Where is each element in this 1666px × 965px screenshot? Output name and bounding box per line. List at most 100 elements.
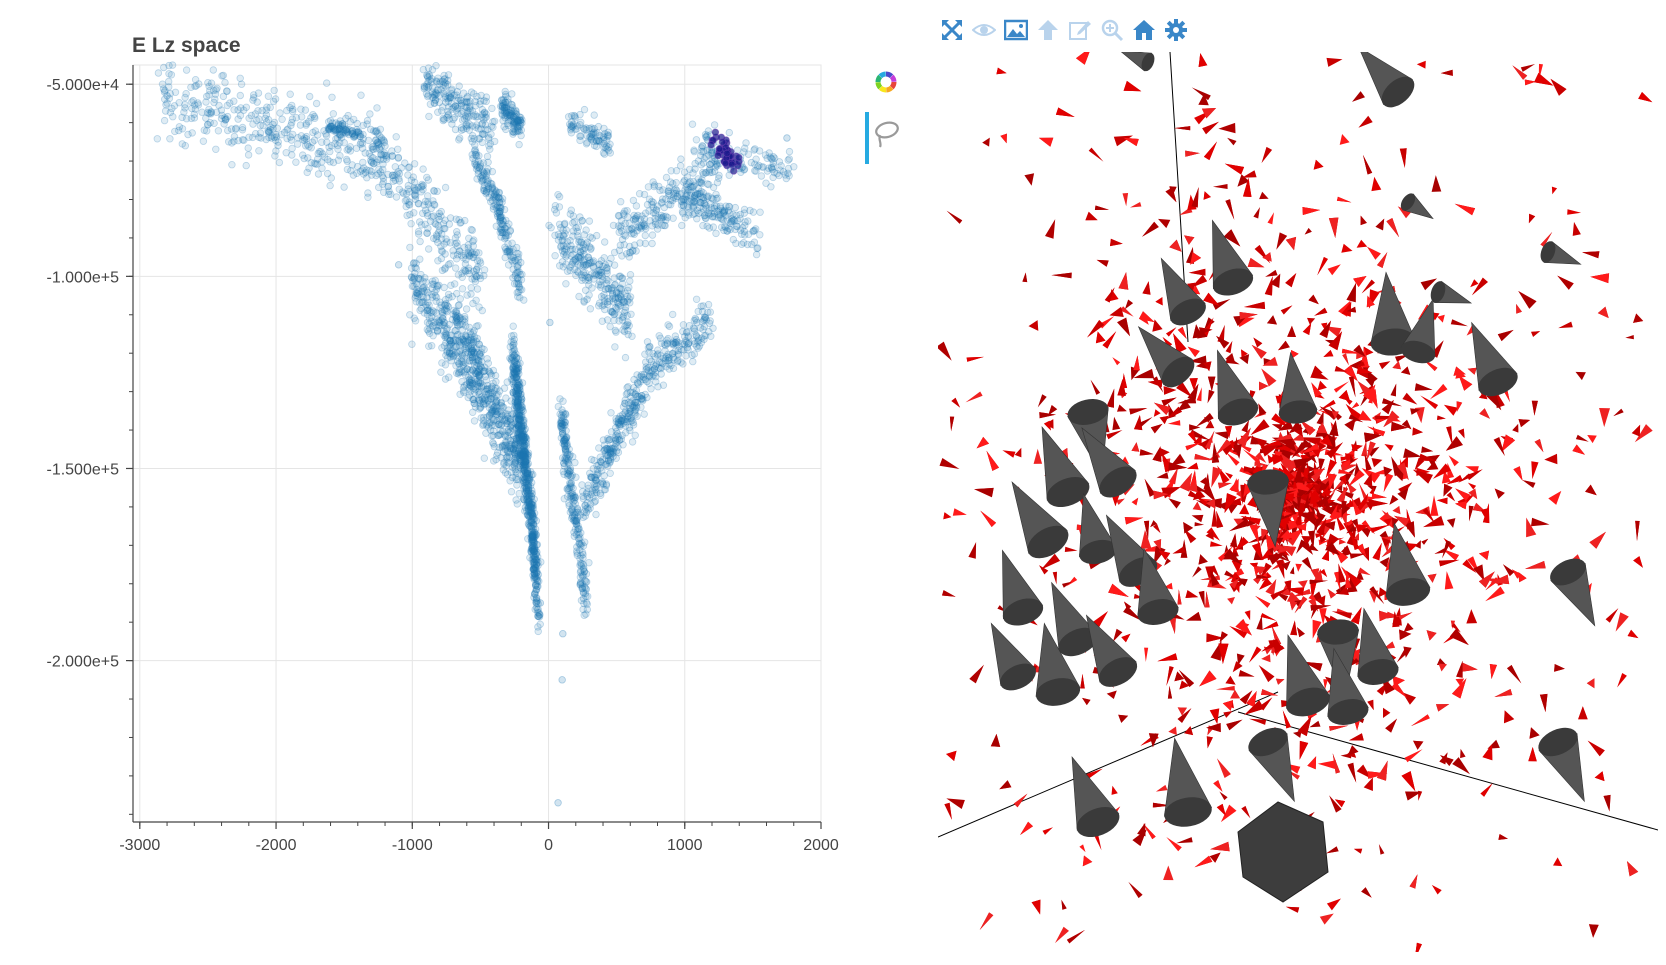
scatter-point bbox=[503, 418, 510, 425]
scatter-point bbox=[559, 248, 566, 255]
scatter-point bbox=[327, 182, 334, 189]
scatter-point bbox=[487, 141, 494, 148]
zoom-in-icon[interactable] bbox=[1098, 16, 1126, 44]
scatter-point bbox=[601, 254, 608, 261]
3d-quiver-canvas[interactable] bbox=[938, 52, 1658, 952]
scatter-point bbox=[553, 210, 560, 217]
scatter-point bbox=[449, 86, 456, 93]
scatter-point bbox=[552, 252, 559, 259]
scatter-point bbox=[602, 262, 609, 269]
scatter-point bbox=[454, 232, 461, 239]
scatter-point bbox=[437, 227, 444, 234]
scatter-point bbox=[596, 462, 603, 469]
bokeh-logo-icon[interactable] bbox=[868, 64, 904, 100]
scatter-point bbox=[690, 358, 697, 365]
selected-point bbox=[730, 168, 737, 175]
scatter-point bbox=[418, 184, 425, 191]
scatter-point bbox=[497, 217, 504, 224]
scatter-point bbox=[652, 215, 659, 222]
scatter-point bbox=[613, 428, 620, 435]
eye-icon[interactable] bbox=[970, 16, 998, 44]
scatter-point bbox=[436, 99, 443, 106]
y-tick-label: -2.000e+5 bbox=[46, 654, 119, 671]
scatter-point bbox=[341, 184, 348, 191]
scatter-point bbox=[637, 240, 644, 247]
scatter-point bbox=[404, 212, 411, 219]
scatter-point bbox=[522, 456, 529, 463]
scatter-point bbox=[483, 430, 490, 437]
scatter-point bbox=[411, 161, 418, 168]
scatter-point bbox=[631, 376, 638, 383]
arrow-up-icon[interactable] bbox=[1034, 16, 1062, 44]
scatter-point bbox=[239, 124, 246, 131]
scatter-point bbox=[693, 317, 700, 324]
scatter-point bbox=[442, 362, 449, 369]
scatter-point bbox=[413, 260, 420, 267]
scatter-point bbox=[442, 376, 449, 383]
scatter-point bbox=[435, 109, 442, 116]
scatter-point bbox=[179, 114, 186, 121]
home-icon[interactable] bbox=[1130, 16, 1158, 44]
scatter-point bbox=[238, 81, 245, 88]
scatter-point bbox=[474, 176, 481, 183]
scatter-point bbox=[430, 332, 437, 339]
scatter-point bbox=[655, 383, 662, 390]
scatter-point bbox=[517, 381, 524, 388]
scatter-point bbox=[629, 248, 636, 255]
scatter-point bbox=[260, 122, 267, 129]
scatter-point bbox=[567, 267, 574, 274]
scatter-point bbox=[515, 423, 522, 430]
scatter-point bbox=[699, 148, 706, 155]
scatter-point bbox=[485, 177, 492, 184]
fullscreen-icon[interactable] bbox=[938, 16, 966, 44]
scatter-point bbox=[475, 358, 482, 365]
scatter-point bbox=[289, 145, 296, 152]
scatter-point bbox=[488, 409, 495, 416]
scatter-point bbox=[617, 302, 624, 309]
scatter-point bbox=[224, 102, 231, 109]
scatter-point bbox=[511, 336, 518, 343]
scatter-point bbox=[439, 315, 446, 322]
scatter-point bbox=[517, 294, 524, 301]
scatter-point bbox=[192, 76, 199, 83]
gear-icon[interactable] bbox=[1162, 16, 1190, 44]
lasso-select-icon[interactable] bbox=[868, 116, 904, 152]
scatter-point bbox=[231, 138, 238, 145]
scatter-point bbox=[480, 422, 487, 429]
scatter-point bbox=[351, 132, 358, 139]
scatter-point bbox=[641, 222, 648, 229]
scatter-point bbox=[577, 244, 584, 251]
scatter-point bbox=[315, 150, 322, 157]
scatter-point bbox=[210, 67, 217, 74]
scatter-point bbox=[511, 280, 518, 287]
scatter-point bbox=[651, 366, 658, 373]
scatter-point bbox=[453, 344, 460, 351]
scatter-point bbox=[468, 226, 475, 233]
scatter-point bbox=[778, 163, 785, 170]
scatter-point bbox=[426, 71, 433, 78]
scatter-point bbox=[433, 221, 440, 228]
scatter-point bbox=[583, 227, 590, 234]
scatter-point bbox=[165, 78, 172, 85]
velocity-arrow bbox=[1567, 209, 1581, 215]
scatter-point bbox=[313, 100, 320, 107]
edit-icon[interactable] bbox=[1066, 16, 1094, 44]
scatter-point bbox=[490, 187, 497, 194]
scatter-point bbox=[614, 436, 621, 443]
scatter-point bbox=[473, 297, 480, 304]
scatter-point bbox=[172, 128, 179, 135]
scatter-point bbox=[709, 195, 716, 202]
image-icon[interactable] bbox=[1002, 16, 1030, 44]
scatter-point bbox=[265, 93, 272, 100]
scatter-point bbox=[472, 142, 479, 149]
scatter-point bbox=[523, 443, 530, 450]
scatter-point bbox=[475, 389, 482, 396]
scatter-point bbox=[215, 128, 222, 135]
scatter-point bbox=[481, 170, 488, 177]
scatter-point bbox=[509, 422, 516, 429]
scatter-point bbox=[272, 96, 279, 103]
scatter-point bbox=[629, 333, 636, 340]
3d-viewer-panel bbox=[930, 0, 1666, 960]
scatter-point bbox=[424, 174, 431, 181]
